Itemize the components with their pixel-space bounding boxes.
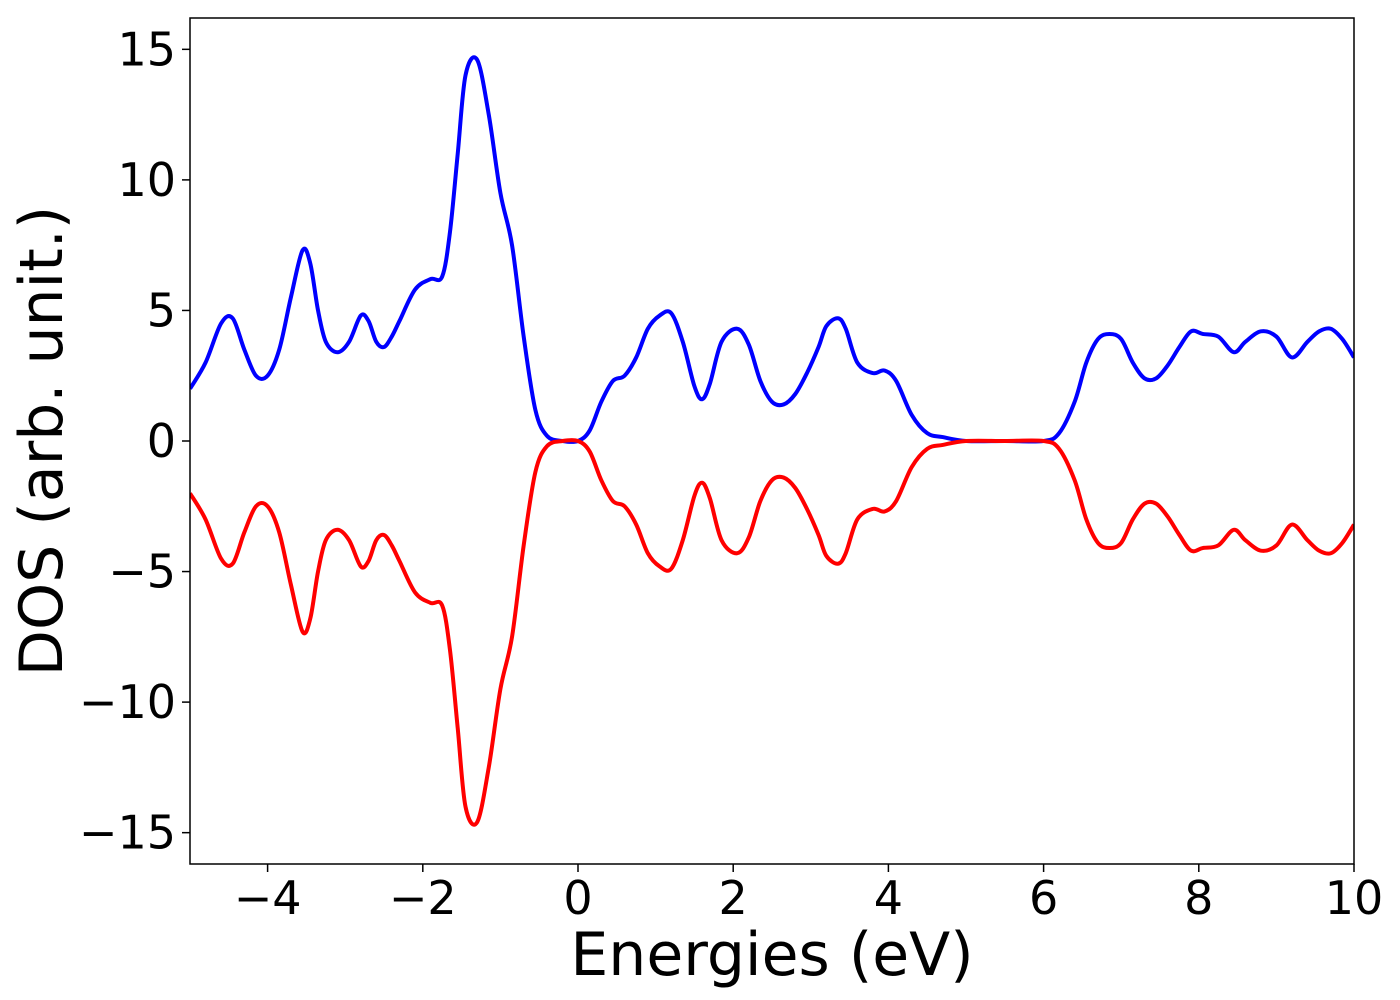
plot-frame — [189, 17, 1355, 865]
y-tick-label: −10 — [79, 675, 176, 729]
series-line-0 — [190, 55, 1354, 444]
x-tick-label: 10 — [1325, 871, 1384, 925]
y-tick-label: 10 — [117, 153, 176, 207]
series-line-1 — [190, 438, 1354, 827]
x-tick-label: −4 — [234, 871, 302, 925]
y-tick-label: −5 — [108, 545, 176, 599]
x-tick-label: 8 — [1184, 871, 1213, 925]
x-axis-ticks: −4 −2 0 2 4 6 8 10 — [234, 864, 1384, 925]
x-tick-label: 4 — [874, 871, 903, 925]
y-tick-label: −15 — [79, 806, 176, 860]
y-tick-label: 0 — [147, 414, 176, 468]
x-axis-label: Energies (eV) — [570, 920, 973, 990]
y-axis-ticks: 15 10 5 0 −5 −10 −15 — [79, 22, 190, 860]
y-tick-label: 15 — [117, 22, 176, 76]
x-tick-label: −2 — [389, 871, 457, 925]
series-layer — [190, 55, 1354, 827]
x-tick-label: 0 — [563, 871, 592, 925]
plot-area — [189, 17, 1355, 865]
y-axis-label: DOS (arb. unit.) — [7, 206, 77, 676]
x-tick-label: 2 — [719, 871, 748, 925]
y-tick-label: 5 — [147, 283, 176, 337]
x-tick-label: 6 — [1029, 871, 1058, 925]
